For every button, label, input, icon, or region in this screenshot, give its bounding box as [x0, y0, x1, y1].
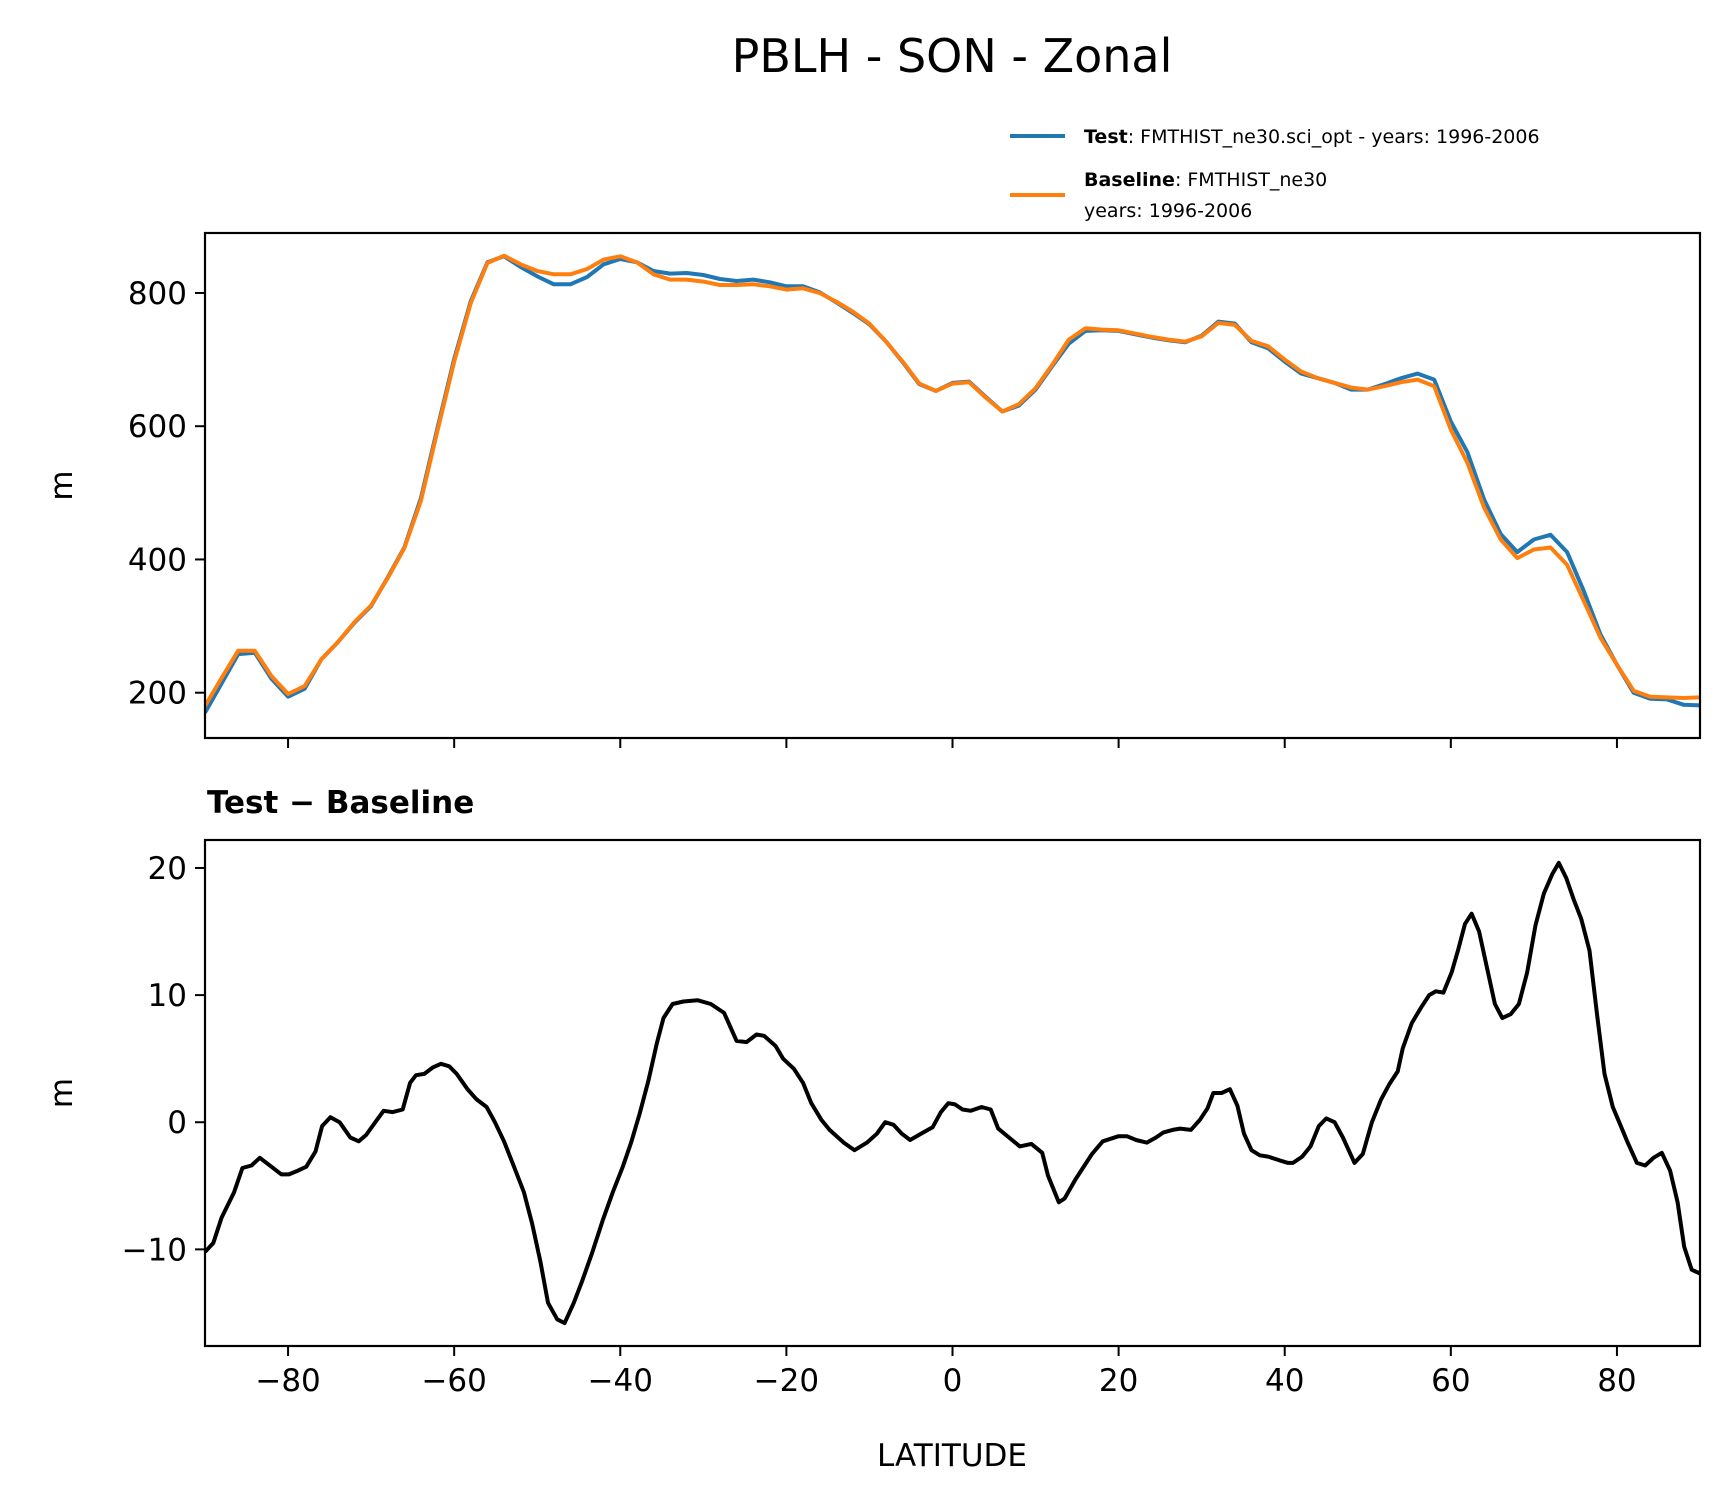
x-tick-label: 60: [1431, 1363, 1470, 1399]
bottom-panel: −80 −60 −40 −20 0 20 40 60 80 −10 0 10 20 m: [44, 838, 1702, 1399]
x-tick-label: −80: [255, 1363, 320, 1399]
legend-baseline-years: years: 1996-2006: [1084, 200, 1252, 222]
x-tick-label: 80: [1597, 1363, 1636, 1399]
legend-test-bold: Test: [1084, 126, 1128, 148]
y-tick-label: 400: [128, 542, 187, 578]
legend-baseline-bold: Baseline: [1084, 169, 1175, 191]
figure-title: PBLH - SON - Zonal: [732, 29, 1173, 83]
series-line-test-baseline: [205, 860, 1700, 1326]
y-tick-label: 10: [148, 978, 187, 1014]
y-tick-label: 200: [128, 676, 187, 712]
legend-label-baseline: Baseline: FMTHIST_ne30: [1084, 169, 1327, 191]
x-tick-label: 0: [943, 1363, 963, 1399]
top-panel: 200 400 600 800 m: [44, 231, 1702, 748]
series-line-baseline: [205, 253, 1700, 708]
y-axis-label: m: [44, 470, 80, 500]
x-tick-label: −20: [754, 1363, 819, 1399]
x-tick-label: 20: [1099, 1363, 1138, 1399]
legend: Test: FMTHIST_ne30.sci_opt - years: 1996…: [1010, 126, 1540, 222]
legend-baseline-text: : FMTHIST_ne30: [1175, 169, 1327, 191]
legend-test-text: : FMTHIST_ne30.sci_opt - years: 1996-200…: [1128, 126, 1540, 148]
y-tick-label: 0: [167, 1105, 187, 1141]
x-tick-label: −40: [588, 1363, 653, 1399]
y-axis-label: m: [44, 1078, 80, 1108]
x-axis-label: LATITUDE: [877, 1438, 1027, 1474]
axes-frame: [203, 838, 1702, 1348]
legend-label-test: Test: FMTHIST_ne30.sci_opt - years: 1996…: [1084, 126, 1540, 148]
bottom-panel-title: Test − Baseline: [207, 785, 474, 821]
x-tick-label: −60: [421, 1363, 486, 1399]
y-tick-label: −10: [122, 1232, 187, 1268]
y-tick-label: 20: [148, 851, 187, 887]
y-tick-label: 800: [128, 276, 187, 312]
y-tick-label: 600: [128, 409, 187, 445]
x-tick-label: 40: [1265, 1363, 1304, 1399]
